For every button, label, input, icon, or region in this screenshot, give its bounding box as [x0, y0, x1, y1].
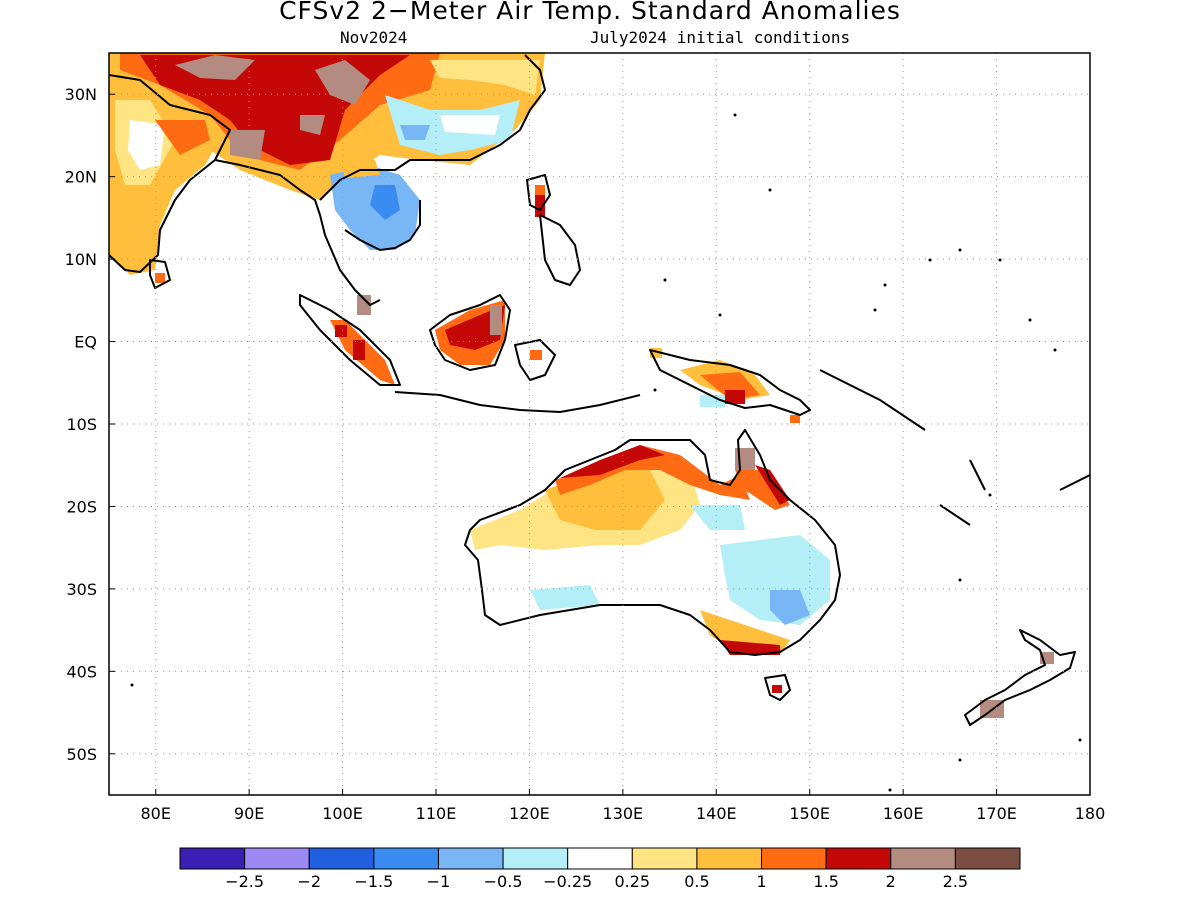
lat-label: 30N: [65, 85, 97, 104]
colorbar-label: 0.5: [684, 872, 709, 891]
longitude-labels: 80E 90E 100E 110E 120E 130E 140E 150E 160E 170E 18…: [140, 804, 1105, 823]
colorbar-swatch: [373, 847, 439, 870]
lon-label: 140E: [696, 804, 737, 823]
lat-label: 20N: [65, 168, 97, 187]
colorbar-label: 0.25: [614, 872, 650, 891]
colorbar-label: −1.5: [354, 872, 393, 891]
lon-label: 100E: [322, 804, 363, 823]
colorbar: [179, 847, 1021, 870]
colorbar-label: −0.25: [543, 872, 592, 891]
lat-label: 30S: [66, 580, 97, 599]
map-frame: [108, 52, 1091, 796]
colorbar-swatch: [954, 847, 1021, 870]
lon-label: 180: [1075, 804, 1106, 823]
lon-label: 170E: [976, 804, 1017, 823]
lon-label: 110E: [416, 804, 457, 823]
colorbar-label: −2: [297, 872, 321, 891]
colorbar-swatch: [761, 847, 827, 870]
lon-label: 150E: [789, 804, 830, 823]
coastlines: [109, 54, 1090, 726]
colorbar-swatch: [696, 847, 763, 870]
colorbar-swatch: [825, 847, 892, 870]
lon-label: 80E: [140, 804, 170, 823]
colorbar-label: −1: [427, 872, 451, 891]
lon-label: 130E: [603, 804, 644, 823]
colorbar-swatch: [502, 847, 569, 870]
lat-label: EQ: [74, 333, 97, 352]
colorbar-swatch: [244, 847, 310, 870]
australia-region: [470, 430, 840, 693]
colorbar-swatch: [567, 847, 633, 870]
lat-label: 50S: [66, 745, 97, 764]
map-body: [109, 53, 1090, 792]
lat-label: 10N: [65, 250, 97, 269]
forecast-month: Nov2024: [340, 28, 408, 47]
colorbar-swatch: [890, 847, 956, 870]
colorbar-swatch: [631, 847, 698, 870]
maritime-region: [330, 295, 800, 423]
india-region: [109, 60, 225, 283]
colorbar-label: 1: [756, 872, 766, 891]
lat-label: 20S: [66, 497, 97, 516]
colorbar-label: 1.5: [813, 872, 838, 891]
new-zealand-region: [980, 652, 1054, 718]
colorbar-label: 2.5: [943, 872, 968, 891]
lon-label: 160E: [883, 804, 924, 823]
map-title: CFSv2 2−Meter Air Temp. Standard Anomali…: [279, 0, 901, 25]
colorbar-label: −2.5: [225, 872, 264, 891]
colorbar-swatch: [437, 847, 504, 870]
latitude-labels: 30N 20N 10N EQ 10S 20S 30S 40S 50S: [65, 85, 97, 764]
colorbar-labels: −2.5 −2 −1.5 −1 −0.5 −0.25 0.25 0.5 1 1.5 2 2.5: [225, 872, 968, 891]
colorbar-label: −0.5: [484, 872, 523, 891]
colorbar-swatch: [179, 847, 246, 870]
lat-label: 10S: [66, 415, 97, 434]
graticule: [109, 53, 1091, 795]
small-islands: [130, 113, 1082, 792]
lat-label: 40S: [66, 662, 97, 681]
colorbar-label: 2: [886, 872, 896, 891]
lon-label: 120E: [509, 804, 550, 823]
colorbar-swatch: [308, 847, 375, 870]
lon-label: 90E: [234, 804, 264, 823]
initial-conditions: July2024 initial conditions: [590, 28, 851, 47]
